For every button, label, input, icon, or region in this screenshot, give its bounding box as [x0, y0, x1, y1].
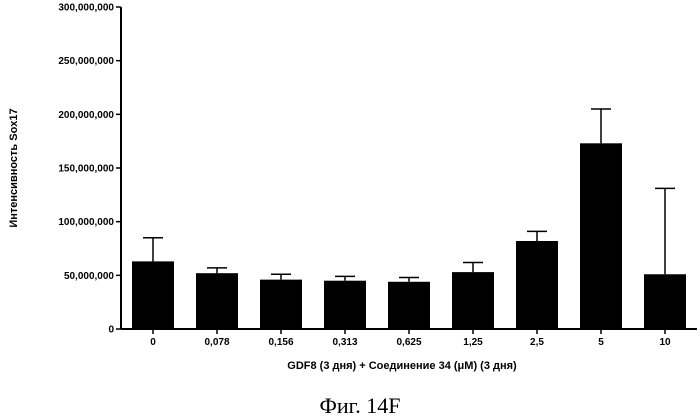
x-tick-label: 0,313 [332, 337, 357, 348]
y-tick-label: 150,000,000 [58, 164, 114, 175]
y-tick-label: 300,000,000 [58, 3, 114, 14]
bar [324, 281, 366, 329]
bars [132, 143, 686, 329]
x-tick-label: 0,156 [268, 337, 293, 348]
y-axis: 0 50,000,000 100,000,000 150,000,000 200,000… [58, 3, 121, 336]
bar [452, 272, 494, 329]
x-axis-title: GDF8 (3 дня) + Соединение 34 (μM) (3 дня… [287, 360, 517, 372]
y-tick-label: 250,000,000 [58, 56, 114, 67]
bar [260, 280, 302, 329]
y-tick-label: 50,000,000 [64, 271, 114, 282]
x-tick-label: 0,625 [396, 337, 421, 348]
x-tick-label: 5 [598, 337, 604, 348]
x-tick-label: 10 [659, 337, 671, 348]
bar [132, 261, 174, 329]
bar [644, 274, 686, 329]
x-tick-label: 1,25 [463, 337, 483, 348]
bar [516, 241, 558, 329]
bar [196, 273, 238, 329]
y-axis-title: Интенсивность Sox17 [8, 108, 20, 227]
x-tick-label: 2,5 [530, 337, 544, 348]
x-tick-label: 0,078 [204, 337, 229, 348]
y-tick-label: 200,000,000 [58, 110, 114, 121]
x-tick-label: 0 [150, 337, 156, 348]
bar [580, 143, 622, 329]
figure-caption: Фиг. 14F [320, 393, 401, 418]
y-tick-label: 0 [108, 325, 114, 336]
y-tick-label: 100,000,000 [58, 217, 114, 228]
bar [388, 282, 430, 329]
x-axis: 0 0,078 0,156 0,313 0,625 1,25 2,5 5 10 [121, 329, 697, 348]
